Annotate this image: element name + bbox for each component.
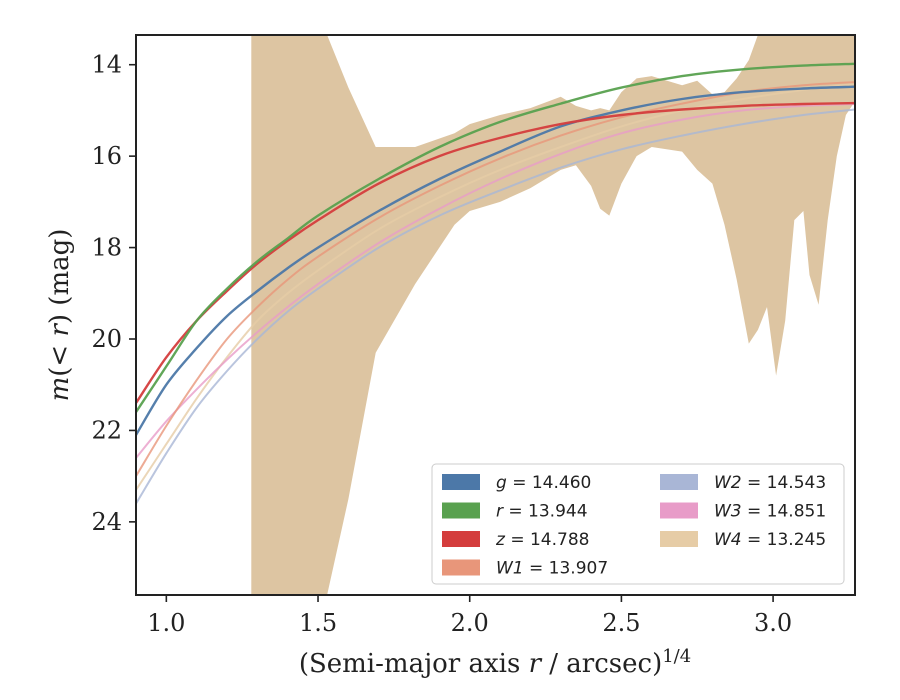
- x-tick-label: 2.0: [451, 609, 489, 637]
- legend-swatch: [442, 531, 480, 547]
- legend-swatch: [660, 474, 698, 490]
- series-line-1: [136, 85, 855, 437]
- y-tick-label: 18: [91, 234, 122, 262]
- series-line-5: [136, 108, 855, 505]
- legend-entry: W4 = 13.245: [714, 530, 826, 550]
- legend-swatch: [660, 531, 698, 547]
- y-tick-label: 24: [91, 508, 122, 536]
- y-tick-label: 20: [91, 325, 122, 353]
- y-axis: 14 16 18 20 22 24: [91, 51, 136, 536]
- legend-box: [431, 463, 845, 585]
- legend-entry: W2 = 14.543: [714, 473, 826, 493]
- legend-swatch: [442, 502, 480, 519]
- legend-swatch: [442, 559, 480, 576]
- x-axis: 1.0 1.5 2.0 2.5 3.0: [147, 595, 792, 637]
- legend-swatch: [442, 474, 480, 490]
- series-layer: [136, 62, 855, 505]
- x-tick-label: 3.0: [754, 609, 792, 637]
- y-tick-label: 14: [91, 51, 122, 79]
- series-line-2: [136, 62, 855, 414]
- series-line-6: [136, 103, 855, 459]
- plot-frame: [135, 34, 856, 596]
- x-axis-label: (Semi-major axis r / arcsec)1/4: [299, 646, 691, 679]
- legend: g = 14.460 r = 13.944 z = 14.788 W1 = 13.90…: [431, 463, 845, 585]
- series-line-4: [136, 81, 855, 478]
- legend-entry: r = 13.944: [496, 502, 588, 522]
- series-line-7: [136, 82, 855, 491]
- w4-uncertainty-band: [251, 35, 855, 595]
- legend-entry: W3 = 14.851: [714, 502, 826, 522]
- x-tick-label: 2.5: [602, 609, 640, 637]
- x-tick-label: 1.0: [147, 609, 185, 637]
- band-layer: [251, 35, 855, 595]
- legend-entry: W1 = 13.907: [496, 559, 608, 579]
- legend-entry: z = 14.788: [495, 530, 589, 550]
- legend-entry: g = 14.460: [496, 473, 591, 493]
- y-tick-label: 16: [91, 142, 122, 170]
- legend-swatch: [660, 502, 698, 519]
- x-tick-label: 1.5: [299, 609, 337, 637]
- y-tick-label: 22: [91, 416, 122, 444]
- y-axis-label: m(< r) (mag): [45, 229, 75, 402]
